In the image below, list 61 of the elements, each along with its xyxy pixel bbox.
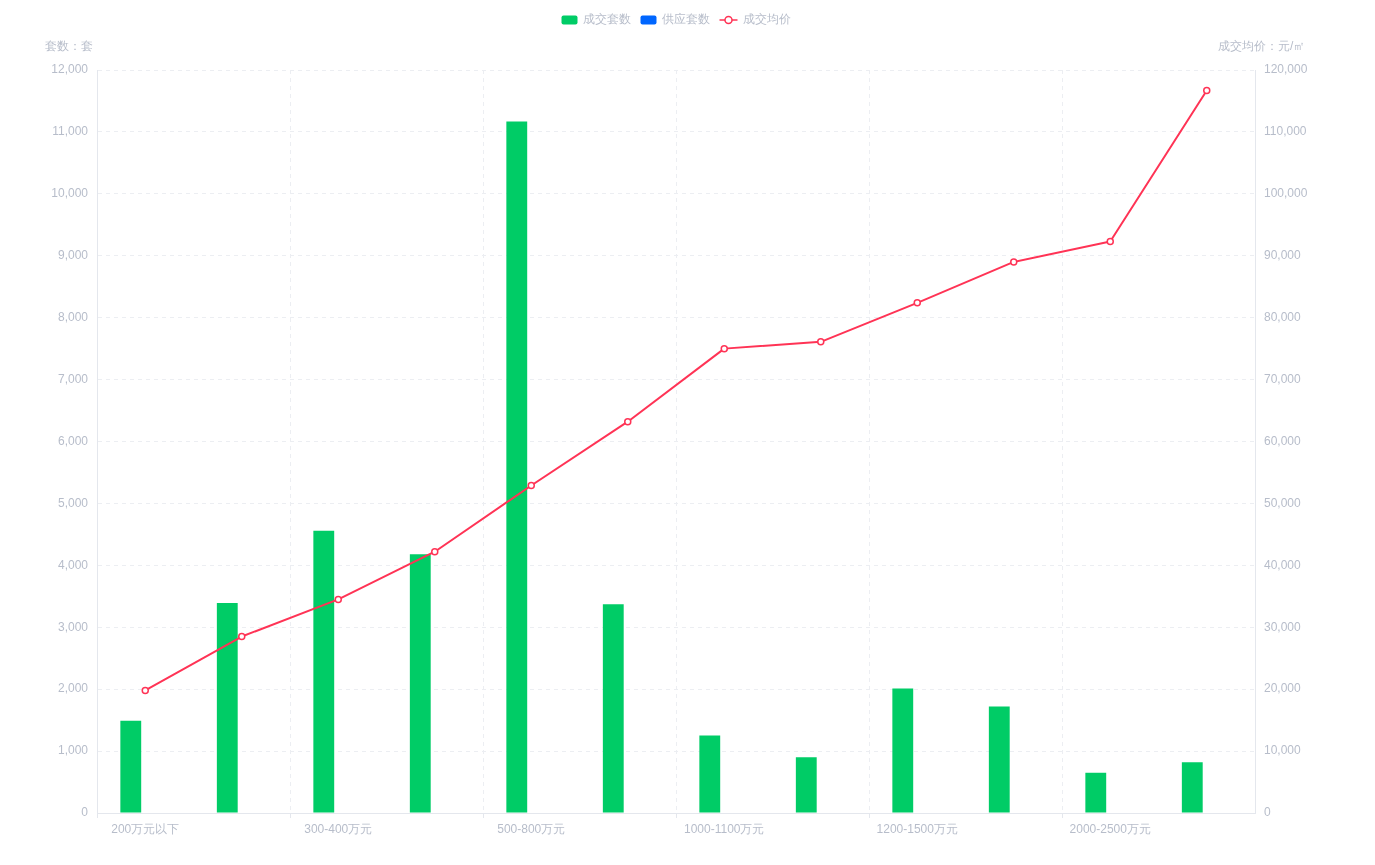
bar bbox=[506, 121, 528, 813]
y-tick-label: 7,000 bbox=[57, 371, 89, 386]
y2-tick-label: 50,000 bbox=[1264, 495, 1302, 510]
bar bbox=[313, 530, 335, 813]
y-tick-label: 9,000 bbox=[57, 248, 89, 263]
y-tick-label: 1,000 bbox=[57, 743, 89, 758]
y2-tick-label: 70,000 bbox=[1264, 371, 1302, 386]
y2-tick-label: 120,000 bbox=[1264, 62, 1308, 77]
point bbox=[141, 686, 149, 695]
y-tick-label: 11,000 bbox=[52, 124, 89, 139]
point bbox=[913, 299, 921, 307]
y-tick-label: 8,000 bbox=[57, 309, 89, 324]
y-tick-label: 10,000 bbox=[51, 186, 89, 201]
bar bbox=[699, 735, 721, 813]
y2-tick-label: 40,000 bbox=[1264, 557, 1302, 572]
bar bbox=[1181, 762, 1203, 813]
bar bbox=[892, 688, 914, 813]
bar bbox=[120, 720, 142, 813]
y2-tick-label: 80,000 bbox=[1264, 309, 1302, 324]
x-tick-label: 2000-2500万元 bbox=[1069, 821, 1151, 836]
y-tick-label: 6,000 bbox=[57, 433, 89, 448]
y2-tick-label: 60,000 bbox=[1264, 433, 1302, 448]
y-tick-label: 12,000 bbox=[51, 62, 89, 77]
point bbox=[1203, 86, 1211, 95]
y-tick-label: 5,000 bbox=[57, 495, 89, 510]
x-tick-label: 300-400万元 bbox=[304, 821, 373, 836]
bar bbox=[602, 604, 624, 813]
y2-tick-label: 90,000 bbox=[1264, 248, 1302, 263]
point bbox=[334, 595, 342, 604]
y2-tick-label: 10,000 bbox=[1264, 743, 1302, 758]
y2-axis-title: 成交均价：元/㎡ bbox=[1218, 39, 1306, 54]
bar bbox=[1085, 772, 1107, 813]
y-tick-label: 3,000 bbox=[57, 619, 89, 634]
point bbox=[720, 344, 728, 353]
y-tick-label: 2,000 bbox=[57, 681, 89, 696]
x-tick-label: 200万元以下 bbox=[111, 821, 180, 836]
point bbox=[431, 547, 439, 556]
y-tick-label: 4,000 bbox=[57, 557, 89, 572]
legend-label: 成交均价 bbox=[742, 12, 791, 27]
point bbox=[817, 338, 825, 346]
y2-tick-label: 100,000 bbox=[1264, 186, 1308, 201]
legend-label: 供应套数 bbox=[661, 12, 710, 27]
legend-label: 成交套数 bbox=[582, 12, 631, 27]
y2-tick-label: 30,000 bbox=[1264, 619, 1302, 634]
x-tick-label: 1200-1500万元 bbox=[876, 821, 958, 836]
y2-tick-label: 20,000 bbox=[1264, 681, 1302, 696]
point bbox=[1106, 237, 1114, 246]
y-tick-label: 0 bbox=[81, 805, 89, 820]
y2-tick-label: 0 bbox=[1264, 805, 1271, 820]
bar bbox=[409, 554, 431, 813]
bar bbox=[988, 706, 1010, 813]
point bbox=[1010, 258, 1018, 266]
x-tick-label: 500-800万元 bbox=[497, 821, 566, 836]
bar bbox=[795, 757, 817, 813]
point bbox=[238, 632, 246, 641]
point bbox=[527, 481, 535, 490]
y2-tick-label: 110,000 bbox=[1264, 124, 1307, 139]
y-axis-title: 套数：套 bbox=[45, 39, 93, 54]
x-tick-label: 1000-1100万元 bbox=[684, 821, 765, 836]
bar bbox=[216, 603, 238, 813]
point bbox=[624, 417, 632, 426]
